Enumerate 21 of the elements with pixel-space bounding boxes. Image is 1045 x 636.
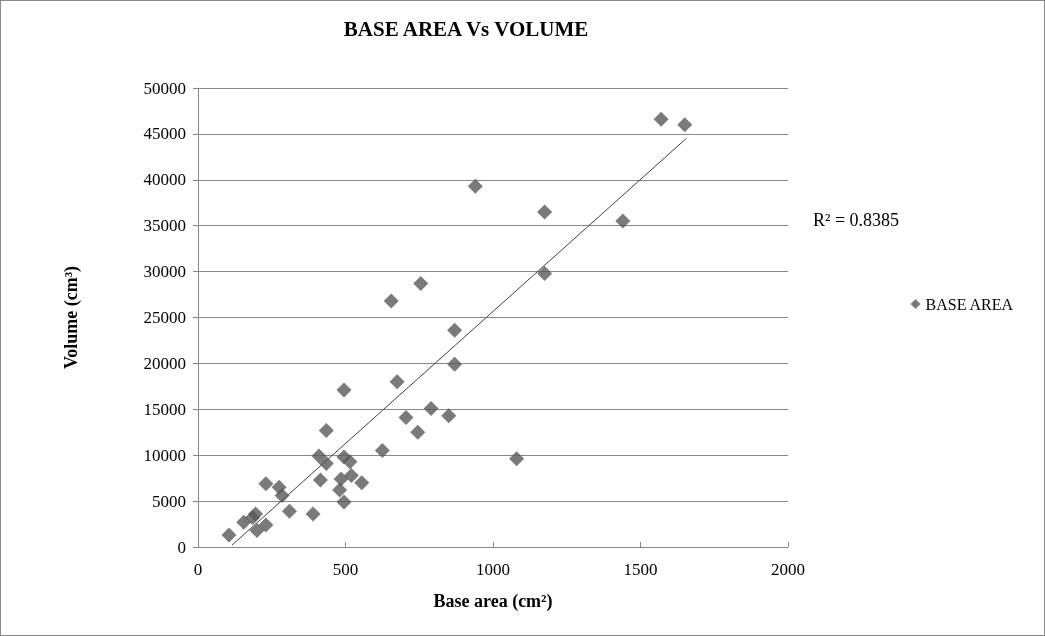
y-tick-label: 35000	[143, 216, 186, 236]
y-tick-label: 30000	[143, 262, 186, 282]
x-axis-title: Base area (cm²)	[433, 591, 553, 612]
y-tick-label: 20000	[143, 353, 186, 373]
x-tick-label: 500	[332, 560, 359, 579]
x-tick-label: 0	[193, 560, 203, 579]
x-tick-label: 2000	[771, 560, 805, 579]
y-axis-title: Volume (cm³)	[61, 265, 82, 370]
y-tick-label: 0	[177, 537, 186, 557]
text: R² = 0.8385	[813, 210, 900, 230]
y-tick-label: 40000	[143, 170, 186, 190]
y-tick-label: 5000	[152, 491, 186, 511]
y-tick-label: 15000	[143, 399, 186, 419]
x-tick-label: 1500	[623, 560, 658, 579]
x-tick-label: 1000	[476, 560, 510, 579]
legend-label: BASE AREA	[925, 295, 1014, 313]
chart-title: BASE AREA Vs VOLUME	[343, 16, 589, 41]
y-tick-label: 10000	[143, 445, 186, 465]
y-tick-label: 50000	[143, 78, 186, 98]
y-tick-label: 25000	[143, 308, 186, 327]
y-tick-label: 45000	[143, 124, 186, 144]
